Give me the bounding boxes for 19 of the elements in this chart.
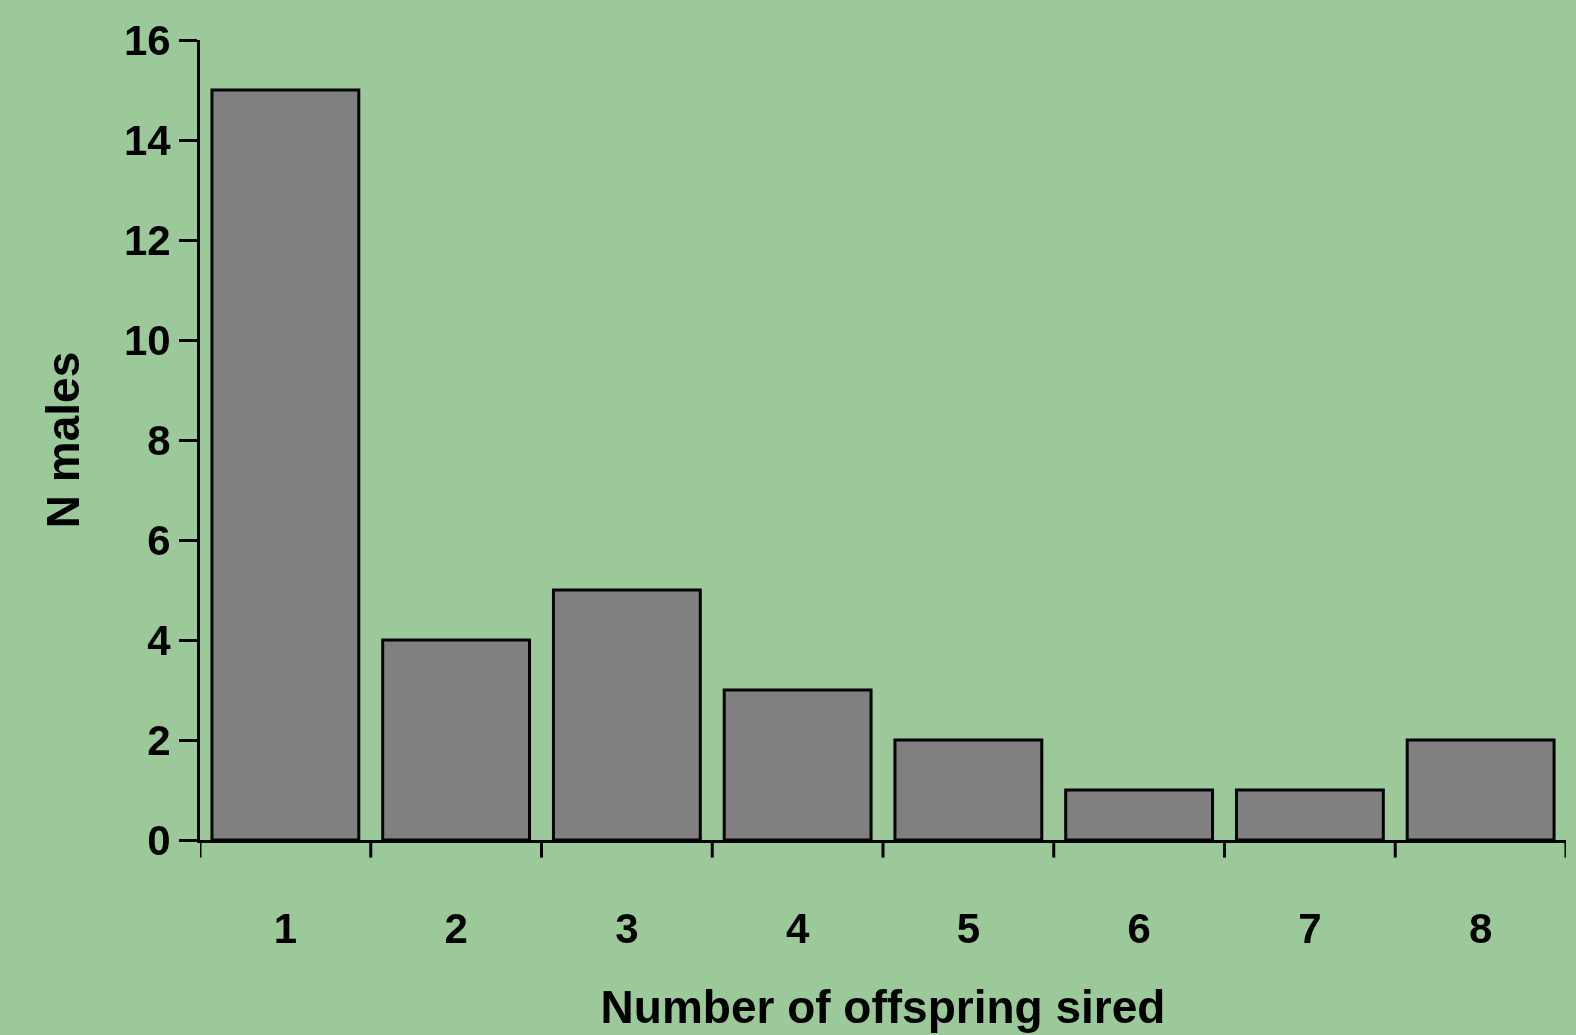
y-tick-label: 6 bbox=[147, 516, 171, 564]
x-tick-label: 2 bbox=[444, 905, 468, 953]
x-tick-label: 1 bbox=[273, 905, 298, 953]
x-tick-label: 8 bbox=[1468, 905, 1493, 953]
x-tick-label: 5 bbox=[956, 905, 981, 953]
x-tick-label: 4 bbox=[785, 905, 810, 953]
y-tick-label: 8 bbox=[147, 416, 171, 464]
x-tick-label: 7 bbox=[1298, 905, 1322, 953]
y-tick-label: 14 bbox=[123, 116, 172, 164]
y-tick-label: 2 bbox=[147, 716, 171, 764]
y-tick-label: 16 bbox=[123, 16, 171, 64]
x-tick-label: 3 bbox=[615, 905, 639, 953]
x-tick-label: 6 bbox=[1127, 905, 1151, 953]
x-axis-title: Number of offspring sired bbox=[600, 981, 1166, 1034]
y-tick-label: 10 bbox=[123, 316, 171, 364]
y-axis-title: N males bbox=[37, 351, 90, 529]
y-tick-label: 12 bbox=[123, 216, 171, 264]
y-tick-label: 4 bbox=[147, 616, 172, 664]
y-tick-label: 0 bbox=[147, 816, 171, 864]
